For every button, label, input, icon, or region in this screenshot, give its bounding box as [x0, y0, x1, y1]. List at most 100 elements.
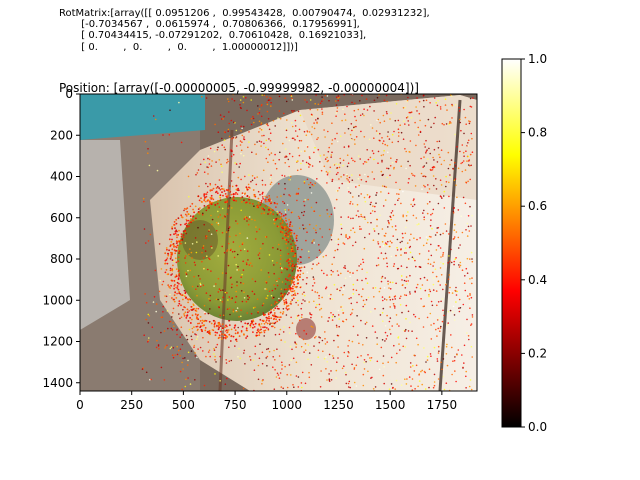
- scatter-point: [409, 151, 411, 153]
- scatter-point: [168, 134, 171, 136]
- scatter-point: [467, 142, 469, 144]
- scatter-point: [253, 293, 256, 295]
- scatter-point: [369, 156, 372, 159]
- scatter-point: [184, 262, 187, 264]
- scatter-point: [389, 216, 392, 219]
- scatter-point: [174, 227, 176, 230]
- scatter-point: [360, 213, 362, 216]
- scatter-point: [344, 265, 346, 267]
- scatter-point: [386, 314, 388, 317]
- scatter-point: [369, 105, 371, 108]
- scatter-point: [356, 203, 359, 206]
- scatter-point: [245, 201, 248, 204]
- scatter-point: [443, 314, 445, 317]
- scatter-point: [216, 331, 219, 334]
- scatter-point: [347, 179, 350, 181]
- scatter-point: [469, 307, 471, 310]
- scatter-point: [387, 280, 389, 283]
- scatter-point: [442, 263, 445, 265]
- scatter-point: [210, 214, 212, 217]
- scatter-point: [160, 268, 163, 270]
- scatter-point: [153, 296, 156, 298]
- scatter-point: [379, 139, 381, 142]
- scatter-point: [441, 298, 444, 300]
- scatter-point: [193, 346, 195, 349]
- colorbar-tick-label: 0.2: [528, 346, 547, 360]
- scatter-point: [356, 301, 358, 304]
- scatter-point: [248, 218, 250, 221]
- scatter-point: [248, 216, 251, 218]
- scatter-point: [453, 207, 455, 210]
- scatter-point: [258, 108, 261, 110]
- scatter-point: [291, 294, 293, 297]
- scatter-point: [197, 285, 199, 288]
- scatter-point: [440, 149, 443, 151]
- scatter-point: [217, 291, 220, 293]
- scatter-point: [242, 269, 245, 271]
- scatter-point: [236, 332, 239, 335]
- scatter-point: [297, 147, 300, 149]
- scatter-point: [240, 178, 242, 181]
- scatter-point: [223, 146, 226, 149]
- scatter-point: [453, 236, 456, 238]
- scatter-point: [272, 315, 275, 318]
- scatter-point: [450, 159, 453, 161]
- scatter-point: [157, 344, 160, 346]
- scatter-point: [394, 203, 396, 206]
- scatter-point: [418, 100, 421, 103]
- scatter-point: [440, 256, 442, 258]
- scatter-point: [279, 311, 282, 314]
- scatter-point: [335, 198, 338, 201]
- scatter-point: [294, 252, 297, 255]
- scatter-point: [468, 298, 471, 300]
- scatter-point: [297, 270, 299, 272]
- scatter-point: [235, 184, 238, 187]
- scatter-point: [234, 329, 237, 332]
- scatter-point: [177, 249, 180, 252]
- scatter-point: [199, 284, 202, 286]
- scatter-point: [326, 95, 329, 97]
- scatter-point: [241, 192, 244, 195]
- scatter-point: [349, 275, 351, 278]
- scatter-point: [288, 218, 290, 221]
- scatter-point: [380, 277, 383, 279]
- scatter-point: [187, 219, 190, 222]
- scatter-point: [173, 224, 175, 226]
- scatter-point: [208, 158, 211, 161]
- scatter-point: [362, 163, 365, 165]
- scatter-point: [245, 216, 248, 219]
- scatter-point: [452, 167, 454, 170]
- scatter-point: [453, 229, 456, 231]
- scatter-point: [349, 202, 351, 205]
- scatter-point: [297, 187, 300, 190]
- scatter-point: [404, 346, 407, 348]
- scatter-point: [257, 202, 260, 204]
- scatter-point: [358, 265, 360, 267]
- scatter-point: [361, 94, 363, 97]
- scatter-point: [394, 225, 397, 227]
- scatter-point: [220, 185, 223, 188]
- scatter-point: [288, 228, 291, 231]
- scatter-point: [417, 385, 419, 388]
- scatter-point: [202, 245, 205, 247]
- scatter-point: [321, 296, 323, 299]
- scatter-point: [283, 301, 286, 304]
- scatter-point: [449, 163, 451, 166]
- scatter-point: [330, 379, 333, 381]
- scatter-point: [407, 160, 409, 163]
- scatter-point: [381, 339, 384, 341]
- scatter-point: [245, 97, 247, 99]
- scatter-point: [348, 380, 351, 383]
- scatter-point: [338, 318, 341, 320]
- scatter-point: [398, 343, 400, 345]
- scatter-point: [257, 310, 259, 313]
- scatter-point: [426, 212, 429, 215]
- scatter-point: [211, 160, 213, 162]
- scatter-point: [428, 368, 431, 371]
- scatter-point: [263, 322, 266, 325]
- scatter-point: [227, 299, 229, 301]
- scatter-point: [299, 286, 302, 289]
- scatter-point: [169, 257, 172, 260]
- scatter-point: [208, 329, 211, 332]
- scatter-point: [352, 272, 354, 274]
